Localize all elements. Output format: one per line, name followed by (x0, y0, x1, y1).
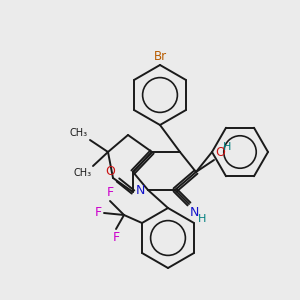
Text: N: N (190, 206, 200, 219)
Text: H: H (198, 214, 206, 224)
Text: Br: Br (153, 50, 167, 63)
Text: N: N (136, 184, 145, 196)
Text: O: O (215, 146, 225, 159)
Text: CH₃: CH₃ (70, 128, 88, 138)
Text: F: F (112, 231, 120, 244)
Text: F: F (95, 206, 102, 220)
Text: F: F (106, 186, 114, 199)
Text: CH₃: CH₃ (74, 168, 92, 178)
Text: O: O (105, 165, 115, 178)
Text: H: H (223, 142, 231, 152)
